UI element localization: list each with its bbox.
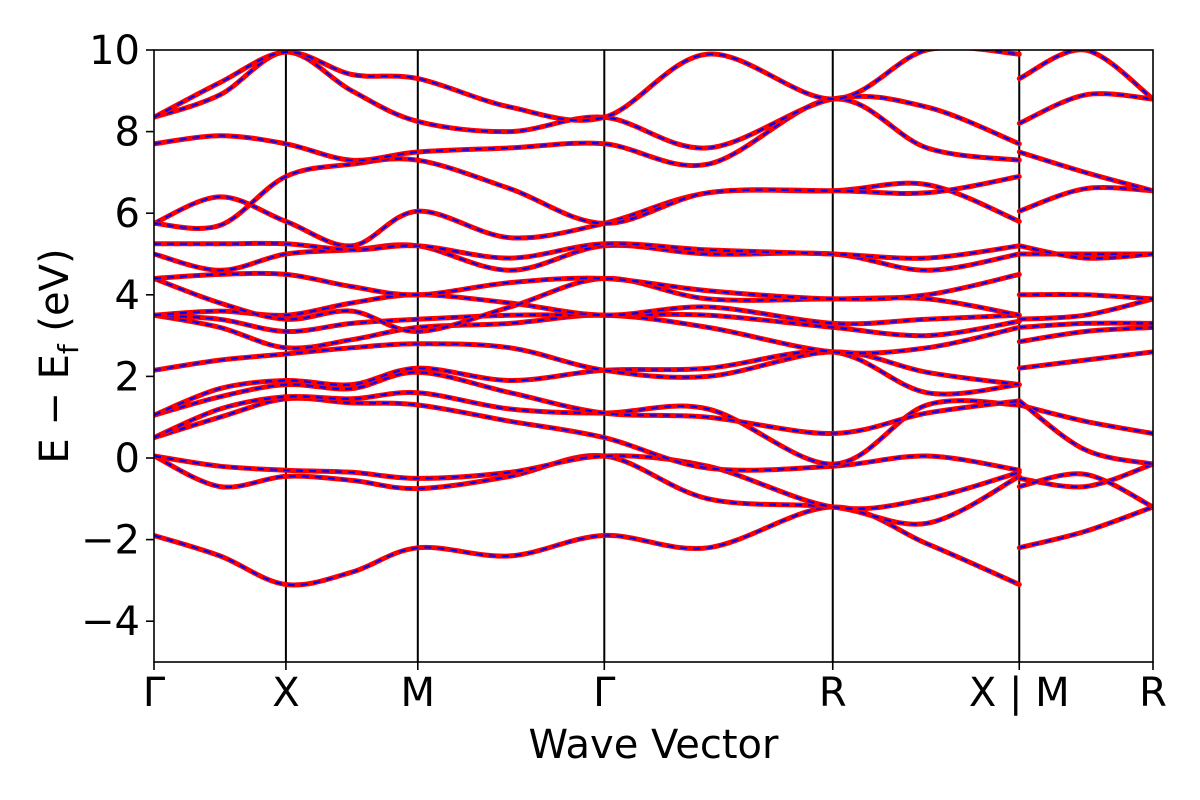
y-tick-label: 0 [115, 436, 140, 482]
band-line-dashed [154, 182, 1020, 247]
band-line-dashed [1018, 50, 1153, 100]
band-line-dashed [1019, 244, 1153, 260]
band-line-dashed [1019, 326, 1153, 343]
band-line-dashed [154, 243, 1020, 272]
y-tick-label: 4 [115, 273, 140, 319]
x-tick-label: X [272, 670, 299, 716]
band-line-solid [154, 50, 1022, 151]
x-tick-label: Γ [593, 670, 616, 716]
y-axis-label: E − Ef (eV) [32, 248, 85, 463]
band-line-dashed [154, 293, 1020, 325]
band-line-dashed [154, 272, 1020, 301]
band-line-solid [154, 395, 1022, 473]
x-tick-label: R [1139, 670, 1167, 716]
band-line-dashed [1019, 293, 1153, 300]
y-axis-label-main: E − E [32, 354, 78, 464]
x-axis-label: Wave Vector [529, 722, 780, 768]
band-line-dashed [154, 505, 1020, 587]
band-line-dashed [1019, 297, 1153, 321]
y-axis-ticks: −4 −2 0 2 4 6 8 10 [81, 28, 154, 645]
band-line-solid [154, 369, 1022, 437]
band-line-dashed [1019, 321, 1153, 329]
band-line-solid [154, 453, 1022, 512]
x-tick-label: M [401, 670, 436, 716]
y-tick-label: 10 [89, 28, 140, 74]
y-tick-label: 6 [115, 191, 140, 237]
band-line-dashed [154, 350, 1020, 417]
x-tick-label: Γ [143, 670, 166, 716]
band-line-solid [1016, 185, 1153, 214]
band-line-solid [1016, 471, 1153, 510]
band-line-dashed [154, 313, 1020, 337]
band-line-dashed [154, 454, 1020, 510]
band-line-dashed [1018, 150, 1153, 192]
band-line-solid [1016, 324, 1153, 345]
band-line-dashed [154, 391, 1020, 466]
x-tick-label: X | M [969, 670, 1070, 716]
band-line-dashed [1019, 505, 1153, 549]
band-line-dashed [154, 314, 1020, 355]
x-axis-ticks: Γ X M Γ R X | M R [143, 662, 1167, 716]
band-line-solid [1016, 50, 1153, 102]
band-line-dashed [1019, 350, 1153, 370]
band-line-solid [154, 389, 1022, 467]
y-axis-label-unit: (eV) [32, 248, 78, 344]
y-tick-label: 2 [115, 354, 140, 400]
band-line-solid [1016, 504, 1153, 551]
plot-frame [153, 49, 1154, 663]
y-tick-label: 8 [115, 110, 140, 156]
band-line-dashed [154, 97, 1020, 167]
band-line-dashed [1019, 472, 1153, 508]
band-line-dashed [154, 50, 1020, 122]
band-line-dashed [1018, 186, 1153, 213]
band-line-dashed [1018, 400, 1153, 466]
band-line-dashed [154, 454, 1020, 526]
band-line-solid [154, 96, 1022, 168]
band-line-dashed [1019, 403, 1153, 435]
band-line-dashed [154, 242, 1020, 260]
band-line-solid [1016, 296, 1153, 322]
band-line-solid [1016, 91, 1153, 126]
y-axis-label-subscript: f [52, 343, 85, 354]
band-line-dashed [1018, 92, 1153, 125]
y-tick-label: −2 [81, 518, 140, 564]
band-line-solid [154, 50, 1022, 123]
x-tick-label: R [819, 670, 847, 716]
band-line-dashed [154, 157, 1020, 230]
plot-area [154, 50, 1153, 662]
band-line-solid [154, 452, 1022, 527]
y-tick-label: −4 [81, 599, 140, 645]
